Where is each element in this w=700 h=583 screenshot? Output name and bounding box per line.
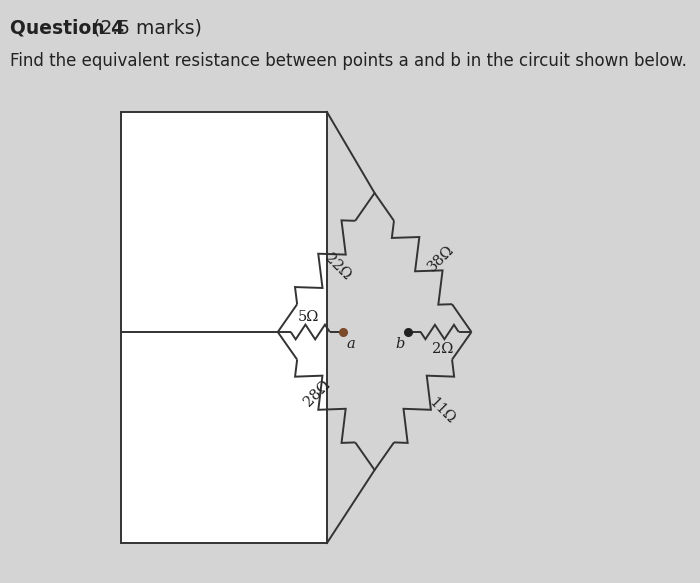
Text: (2.5 marks): (2.5 marks) xyxy=(87,18,202,37)
Text: Question 4: Question 4 xyxy=(10,18,125,37)
Text: 38Ω: 38Ω xyxy=(425,243,456,275)
Text: 22Ω: 22Ω xyxy=(321,251,353,282)
Text: Find the equivalent resistance between points a and b in the circuit shown below: Find the equivalent resistance between p… xyxy=(10,52,687,70)
Text: b: b xyxy=(395,337,405,351)
Bar xyxy=(120,112,327,543)
Text: 28Ω: 28Ω xyxy=(301,377,332,409)
Text: 11Ω: 11Ω xyxy=(426,395,458,427)
Text: a: a xyxy=(346,337,355,351)
Text: 2Ω: 2Ω xyxy=(432,342,454,356)
Text: 5Ω: 5Ω xyxy=(298,310,319,324)
